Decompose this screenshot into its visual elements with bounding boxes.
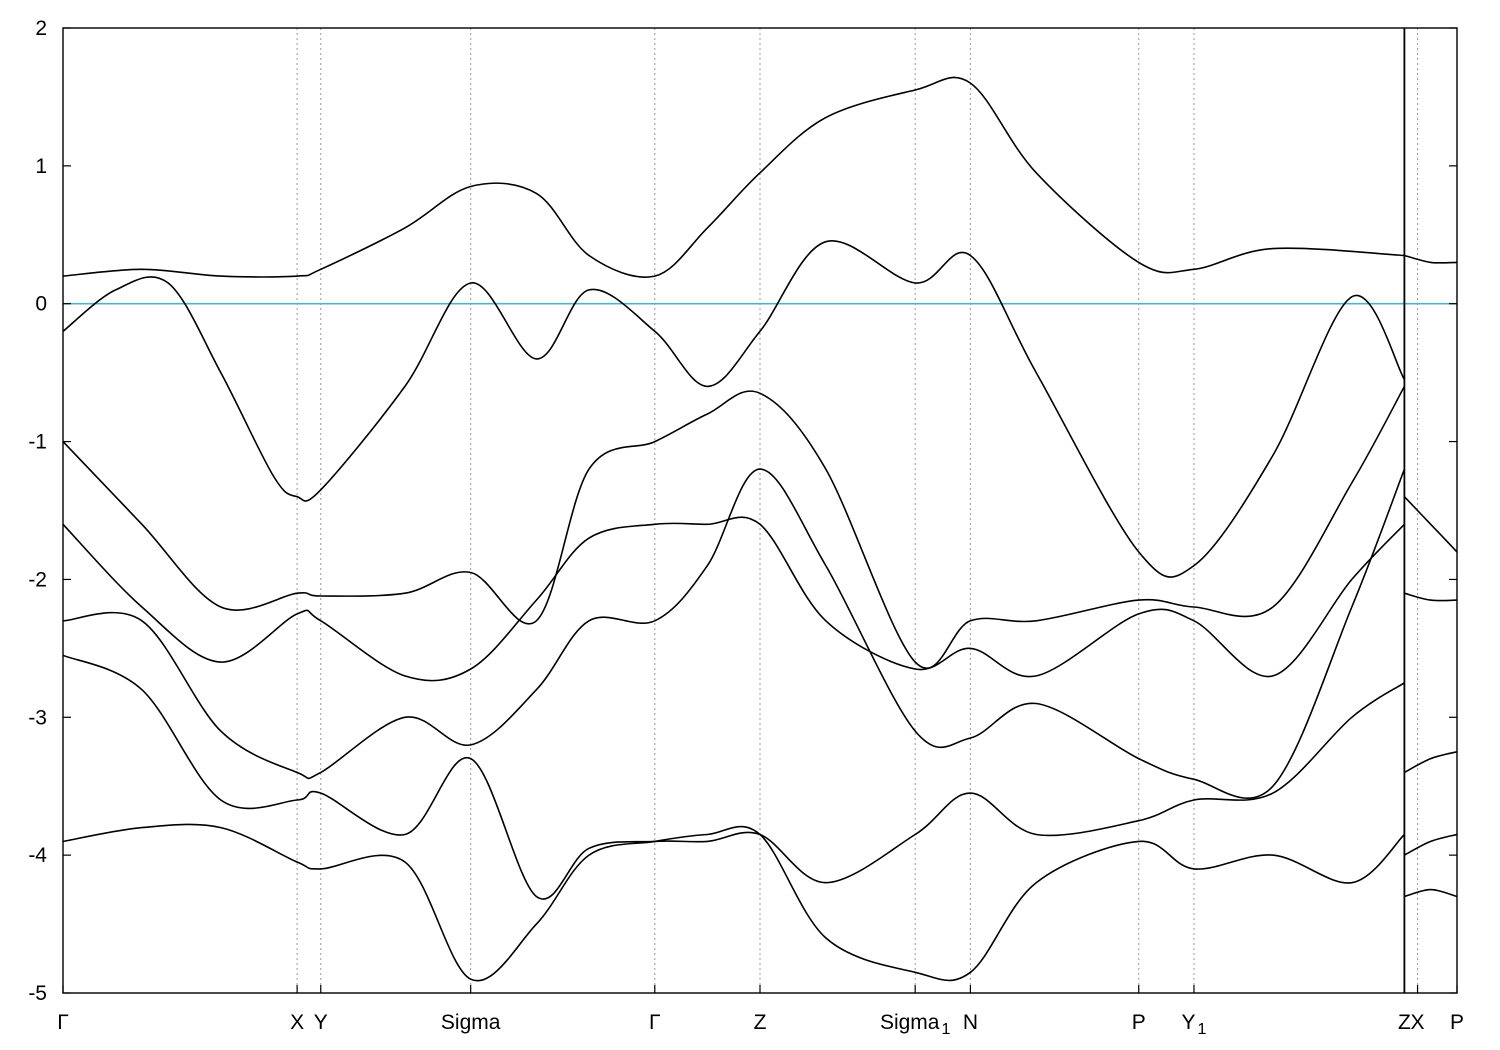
high-symmetry-gridlines [296,28,1419,993]
y-tick-label: -2 [28,568,47,591]
y-tick-label: -4 [28,844,47,867]
band-line-1 [63,76,1405,278]
x-tick-label: P [1450,1011,1464,1034]
x-tick-label: Sigma [441,1011,501,1034]
band-line-seg2-1 [1404,254,1457,264]
x-tick-label: X [1411,1011,1425,1034]
band-line-seg2-3 [1404,592,1457,602]
x-tick-label: Z [1398,1011,1411,1034]
band-line-6 [63,654,1405,900]
x-tick-label: N [963,1011,978,1034]
band-line-5 [63,468,1406,799]
band-line-seg2-6 [1404,888,1457,898]
y-tick-label: -5 [28,982,47,1005]
band-line-seg2-2 [1403,496,1457,553]
x-tick-label: Sigma 1 [880,1011,951,1038]
band-lines [63,76,1457,982]
x-tick-label: Y [314,1011,328,1034]
x-tick-label: X [290,1011,304,1034]
band-line-3 [63,386,1406,670]
x-tick-label: Γ [57,1011,69,1034]
y-tick-label: 1 [35,155,47,178]
x-tick-label: Z [754,1011,767,1034]
band-line-2 [63,239,1406,578]
band-line-4 [63,516,1405,682]
band-line-seg2-5 [1404,833,1457,856]
y-tick-label: 2 [35,17,47,40]
band-line-seg2-4 [1404,751,1457,774]
y-tick-label: -3 [28,706,47,729]
x-axis-ticks: Γ X Y Sigma Γ Z Sigma 1 N P Y 1 Z X P [57,985,1464,1038]
y-tick-label: -1 [28,431,47,454]
x-tick-label: Γ [649,1011,661,1034]
band-line-7 [63,823,1405,982]
y-tick-label: 0 [35,293,47,316]
x-tick-label: P [1132,1011,1146,1034]
y-axis-ticks: 2 1 0 -1 -2 -3 -4 -5 [28,17,1457,1005]
